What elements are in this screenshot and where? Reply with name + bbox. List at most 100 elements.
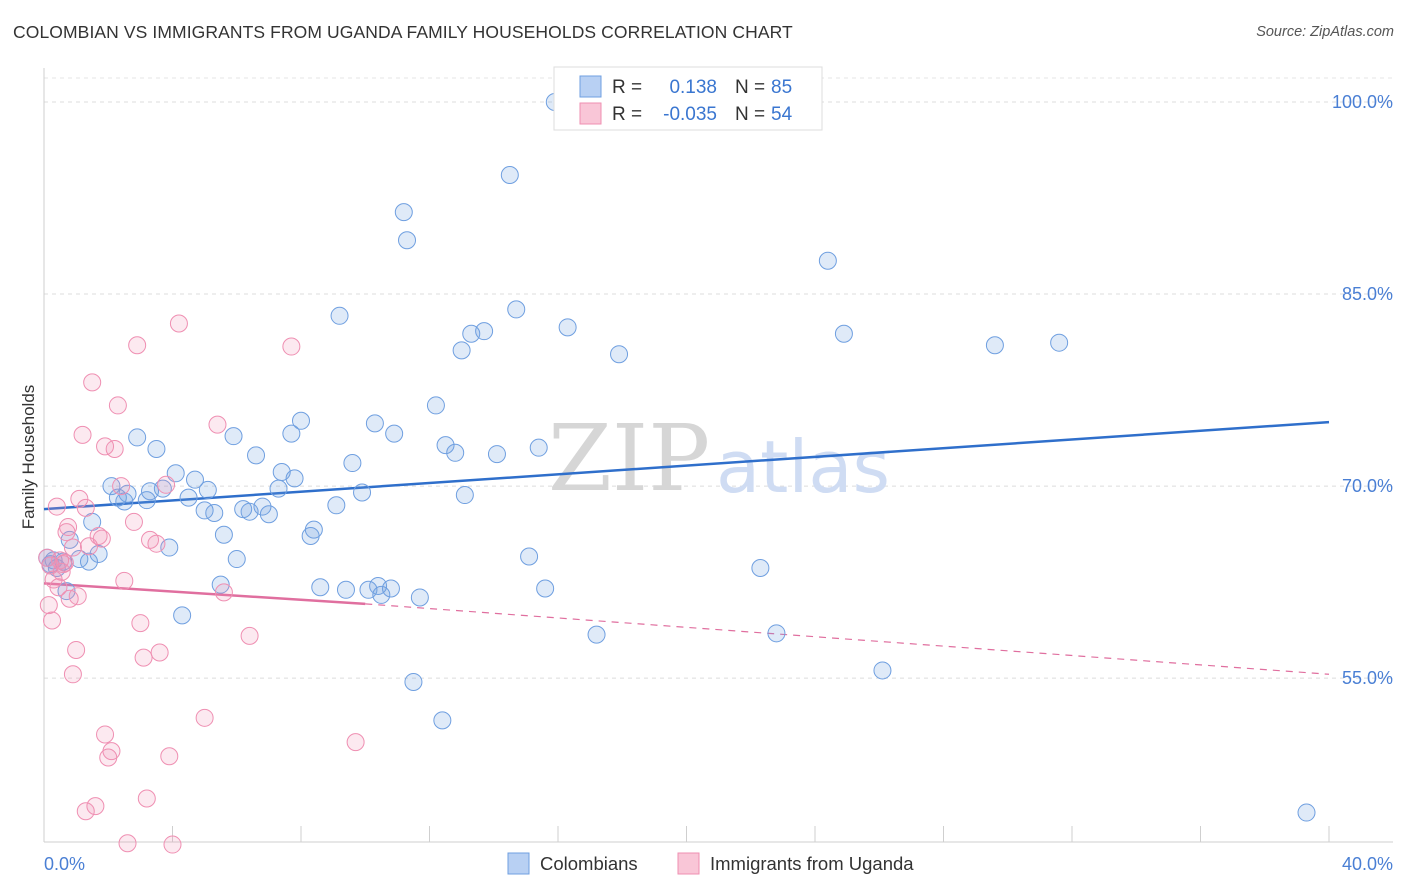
watermark-atlas: atlas — [716, 425, 890, 509]
point-colombians — [304, 520, 323, 539]
watermark-zip: ZIP — [548, 405, 710, 512]
y-tick-label: 85.0% — [1342, 284, 1393, 304]
y-axis-label: Family Households — [19, 385, 38, 530]
grid-lines — [44, 77, 1393, 679]
point-colombians — [394, 203, 413, 222]
point-uganda — [157, 475, 176, 494]
point-colombians — [558, 318, 577, 337]
point-uganda — [49, 578, 68, 597]
point-colombians — [385, 424, 404, 443]
point-uganda — [86, 797, 105, 816]
point-colombians — [985, 336, 1004, 355]
point-uganda — [63, 665, 82, 684]
point-colombians — [372, 585, 391, 604]
point-uganda — [124, 512, 143, 531]
y-tick-label: 100.0% — [1332, 92, 1393, 112]
point-colombians — [446, 443, 465, 462]
trend-lines — [43, 420, 1330, 675]
point-colombians — [311, 578, 330, 597]
point-uganda — [240, 626, 259, 645]
stats-legend: R = 0.138 N = 85 R = -0.035 N = 54 — [553, 66, 823, 131]
point-colombians — [205, 503, 224, 522]
point-uganda — [68, 587, 87, 606]
point-uganda — [41, 556, 60, 575]
point-uganda — [131, 614, 150, 633]
point-colombians — [330, 306, 349, 325]
point-uganda — [112, 477, 131, 496]
point-uganda — [118, 834, 137, 853]
point-uganda — [115, 571, 134, 590]
point-uganda — [92, 529, 111, 548]
point-colombians — [336, 580, 355, 599]
point-colombians — [102, 477, 121, 496]
bottom-legend-swatch-colombians — [507, 852, 530, 875]
legend-n-value-2: 54 — [771, 104, 793, 125]
point-colombians — [365, 414, 384, 433]
point-colombians — [610, 345, 629, 364]
point-uganda — [67, 640, 86, 659]
point-colombians — [89, 544, 108, 563]
trend-line-uganda — [43, 582, 366, 606]
point-colombians — [253, 497, 272, 516]
x-tick-label-min: 0.0% — [44, 854, 85, 874]
point-uganda — [83, 373, 102, 392]
point-uganda — [208, 415, 227, 434]
point-colombians — [452, 341, 471, 360]
point-colombians — [404, 672, 423, 691]
legend-r-value-1: 0.138 — [669, 77, 717, 98]
point-uganda — [214, 583, 233, 602]
legend-n-value-1: 85 — [771, 77, 792, 98]
point-uganda — [89, 527, 108, 546]
point-colombians — [536, 579, 555, 598]
point-colombians — [79, 552, 98, 571]
point-colombians — [259, 505, 278, 524]
point-colombians — [147, 439, 166, 458]
point-uganda — [282, 337, 301, 356]
point-uganda — [76, 802, 95, 821]
point-colombians — [436, 436, 455, 455]
point-colombians — [214, 525, 233, 544]
point-uganda — [43, 611, 62, 630]
point-uganda — [70, 489, 89, 508]
point-uganda — [160, 747, 179, 766]
point-colombians — [118, 484, 137, 503]
point-colombians — [529, 438, 548, 457]
point-colombians — [818, 251, 837, 270]
point-colombians — [353, 483, 372, 502]
point-uganda — [105, 439, 124, 458]
point-colombians — [433, 711, 452, 730]
point-colombians — [520, 547, 539, 566]
point-uganda — [59, 518, 78, 537]
legend-n-label-1: N = — [735, 77, 765, 98]
point-uganda — [39, 596, 58, 615]
point-uganda — [55, 553, 74, 572]
point-colombians — [507, 300, 526, 319]
point-uganda — [147, 534, 166, 553]
y-tick-label: 55.0% — [1342, 668, 1393, 688]
point-uganda — [150, 643, 169, 662]
legend-r-label-1: R = — [612, 77, 642, 98]
point-uganda — [76, 498, 95, 517]
point-colombians — [285, 469, 304, 488]
point-uganda — [102, 742, 121, 761]
point-uganda — [195, 708, 214, 727]
axes — [43, 68, 1393, 843]
point-uganda — [163, 835, 182, 854]
legend-r-value-2: -0.035 — [663, 104, 717, 125]
point-uganda — [137, 789, 156, 808]
point-uganda — [96, 725, 115, 744]
point-colombians — [410, 588, 429, 607]
bottom-legend-label-uganda: Immigrants from Uganda — [710, 853, 914, 874]
y-tick-labels: 55.0% 70.0% 85.0% 100.0% — [1332, 92, 1393, 688]
point-colombians — [173, 606, 192, 625]
point-uganda — [346, 733, 365, 752]
point-colombians — [873, 661, 892, 680]
point-colombians — [1050, 333, 1069, 352]
point-colombians — [455, 486, 474, 505]
point-uganda — [128, 336, 147, 355]
point-colombians — [128, 428, 147, 447]
point-uganda — [169, 314, 188, 333]
point-colombians — [767, 624, 786, 643]
point-colombians — [487, 445, 506, 464]
